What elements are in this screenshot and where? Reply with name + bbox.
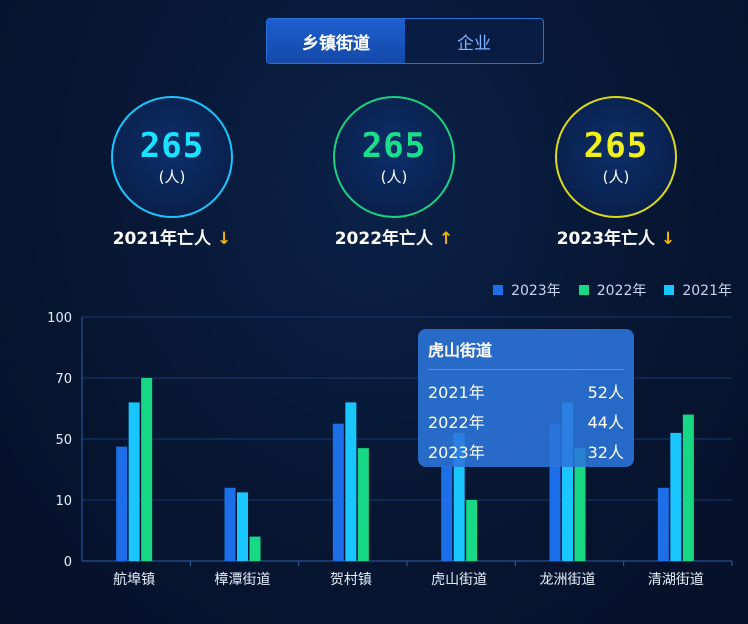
stat-value-2021: 265 [139, 125, 205, 166]
legend-item-2023[interactable]: 2023年 [493, 280, 561, 300]
y-tick-label: 70 [55, 372, 72, 387]
bar-2022 [249, 536, 261, 561]
legend-label-2022: 2022年 [596, 283, 647, 299]
tab-enterprise[interactable]: 企业 [457, 33, 491, 54]
bar-2022 [574, 448, 586, 561]
stat-label-2021: 2021年亡人 ↓ [87, 224, 257, 249]
legend-item-2022[interactable]: 2022年 [578, 280, 647, 300]
y-tick-label: 50 [55, 433, 72, 448]
legend-label-2023: 2023年 [511, 283, 561, 299]
tooltip-row-value: 44人 [587, 413, 624, 432]
x-tick-label: 贺村镇 [330, 572, 372, 588]
tab-town[interactable]: 乡镇街道 [267, 19, 405, 63]
legend-swatch-2022 [578, 285, 589, 295]
tooltip-row-value: 52人 [587, 383, 624, 402]
stat-circle-2022: 265 (人) [333, 96, 455, 218]
y-tick-label: 100 [47, 311, 72, 326]
tooltip-row: 2022年 44人 [428, 406, 624, 436]
bar-2023 [549, 423, 561, 561]
chart-tooltip: 虎山街道 2021年 52人 2022年 44人 2023年 32人 [418, 329, 634, 467]
x-tick-label: 虎山街道 [431, 572, 487, 588]
y-tick-label: 0 [64, 555, 72, 570]
bar-2023 [441, 466, 453, 561]
stat-2022: 265 (人) 2022年亡人 ↑ [309, 96, 479, 249]
stat-label-text-2022: 2022年亡人 [334, 229, 434, 249]
stat-label-2023: 2023年亡人 ↓ [531, 224, 701, 249]
bar-2023 [657, 487, 669, 561]
bar-2022 [682, 414, 694, 561]
x-tick-label: 清湖街道 [648, 572, 704, 588]
bar-2021 [562, 402, 573, 561]
arrow-down-icon: ↓ [217, 229, 232, 249]
bar-2022 [357, 448, 369, 561]
bar-2021 [670, 432, 682, 561]
tooltip-row-label: 2023年 [428, 443, 485, 462]
x-tick-label: 航埠镇 [113, 571, 155, 588]
bar-2021 [453, 432, 465, 561]
bar-2022 [141, 378, 153, 561]
bar-2023 [332, 423, 344, 561]
tab-bar: 乡镇街道 企业 [266, 18, 544, 64]
stat-unit-2021: (人) [158, 167, 186, 186]
arrow-down-icon: ↓ [661, 229, 676, 249]
stat-value-2022: 265 [361, 125, 427, 166]
arrow-up-icon: ↑ [439, 229, 454, 249]
bar-2023 [116, 446, 128, 561]
bar-2021 [345, 402, 357, 561]
tooltip-row-label: 2021年 [428, 383, 485, 402]
stat-circle-2021: 265 (人) [111, 96, 233, 218]
tooltip-row: 2023年 32人 [428, 436, 624, 466]
stat-2021: 265 (人) 2021年亡人 ↓ [87, 96, 257, 249]
tooltip-row: 2021年 52人 [428, 376, 624, 406]
legend-item-2021[interactable]: 2021年 [664, 280, 732, 300]
tooltip-title: 虎山街道 [428, 337, 624, 370]
tooltip-row-label: 2022年 [428, 413, 485, 432]
stat-unit-2023: (人) [602, 167, 630, 186]
stat-value-2023: 265 [583, 125, 649, 166]
bar-2023 [224, 487, 236, 561]
bar-2021 [237, 492, 248, 561]
stat-circle-2023: 265 (人) [555, 96, 677, 218]
x-tick-label: 樟潭街道 [215, 571, 271, 588]
stat-unit-2022: (人) [380, 167, 408, 186]
stat-label-text-2021: 2021年亡人 [112, 229, 212, 249]
stat-label-2022: 2022年亡人 ↑ [309, 224, 479, 249]
legend-label-2021: 2021年 [682, 283, 732, 299]
stat-label-text-2023: 2023年亡人 [556, 229, 656, 249]
y-tick-label: 10 [55, 494, 72, 509]
bar-2021 [128, 402, 140, 561]
stat-2023: 265 (人) 2023年亡人 ↓ [531, 96, 701, 249]
x-tick-label: 龙洲街道 [540, 572, 596, 588]
legend-swatch-2023 [493, 285, 504, 295]
bar-2022 [466, 500, 478, 561]
tooltip-row-value: 32人 [587, 443, 624, 462]
legend-swatch-2021 [664, 285, 675, 295]
chart-legend: 2023年 2022年 2021年 [493, 280, 732, 300]
